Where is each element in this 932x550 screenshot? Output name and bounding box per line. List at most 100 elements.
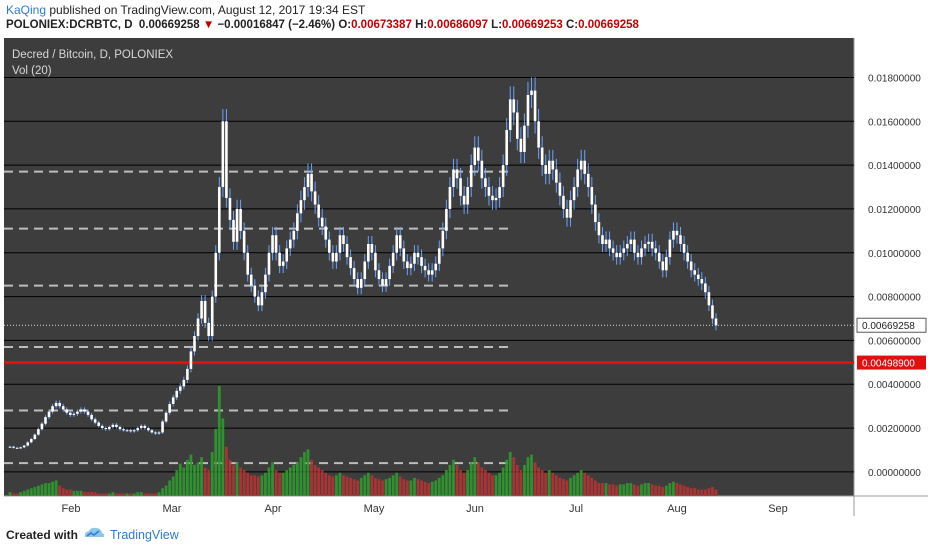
- author-link[interactable]: KaQing: [6, 3, 47, 17]
- volume-bar: [157, 492, 161, 496]
- candle-body: [441, 230, 445, 249]
- candle-body: [608, 239, 611, 249]
- volume-bar: [33, 486, 37, 496]
- volume-bar: [501, 467, 505, 496]
- volume-bar: [246, 472, 250, 496]
- volume-bar: [51, 481, 54, 496]
- volume-bar: [292, 464, 296, 496]
- candle-body: [537, 121, 540, 148]
- candle-body: [381, 279, 384, 286]
- candle-body: [203, 300, 207, 323]
- candle-body: [257, 296, 260, 306]
- volume-bar: [636, 485, 640, 496]
- volume-bars: [8, 386, 718, 496]
- candle-body: [218, 187, 221, 253]
- candle-body: [313, 191, 317, 205]
- candle-body: [675, 230, 679, 236]
- time-axis[interactable]: [4, 496, 928, 516]
- volume-bar: [260, 475, 264, 496]
- x-tick-apr: Apr: [264, 503, 281, 515]
- volume-bar: [487, 472, 491, 496]
- volume-bar: [303, 452, 306, 496]
- candle-body: [512, 99, 516, 113]
- candle-body: [384, 279, 388, 286]
- volume-bar: [107, 493, 111, 496]
- y-tick-0: 0.01800000: [868, 73, 921, 84]
- volume-bar: [441, 475, 445, 496]
- candle-body: [594, 204, 597, 223]
- tradingview-logo-icon[interactable]: [82, 525, 106, 541]
- candle-body: [242, 230, 246, 253]
- volume-bar: [93, 492, 97, 496]
- candle-body: [129, 430, 132, 432]
- candle-body: [626, 243, 629, 249]
- candle-body: [402, 248, 406, 262]
- volume-bar: [498, 472, 501, 496]
- volume-bar: [434, 480, 438, 496]
- close-label: C:: [566, 19, 579, 31]
- candle-body: [629, 239, 633, 244]
- candle-body: [15, 447, 19, 449]
- x-tick-sep: Sep: [768, 503, 788, 515]
- candle-body: [278, 252, 281, 266]
- volume-bar: [306, 449, 310, 496]
- candle-body: [79, 409, 83, 412]
- change-value: −0.00016847 (−2.46%): [217, 19, 336, 31]
- volume-bar: [452, 459, 455, 496]
- candle-body: [264, 274, 267, 293]
- volume-bar: [565, 480, 569, 496]
- volume-bar: [398, 476, 402, 496]
- candle-body: [707, 292, 711, 306]
- candle-body: [551, 160, 555, 170]
- candle-body: [40, 423, 44, 430]
- volume-bar: [405, 480, 409, 496]
- candle-body: [12, 446, 15, 448]
- candle-body: [388, 265, 391, 280]
- volume-bar: [703, 489, 707, 496]
- volume-bar: [274, 470, 278, 496]
- candle-body: [469, 165, 473, 188]
- volume-bar: [544, 472, 548, 496]
- candle-body: [498, 187, 501, 198]
- candle-body: [682, 243, 686, 253]
- volume-bar: [402, 479, 406, 496]
- candle-body: [494, 197, 498, 201]
- candle-body: [473, 147, 477, 166]
- volume-bar: [164, 485, 168, 496]
- candle-body: [459, 178, 462, 196]
- candle-body: [51, 406, 54, 412]
- candle-body: [207, 322, 210, 337]
- publish-line: KaQing published on TradingView.com, Aug…: [6, 3, 365, 17]
- x-tick-labels: Feb Mar Apr May Jun Jul Aug Sep: [62, 503, 788, 515]
- volume-bar: [225, 446, 228, 496]
- candle-body: [37, 429, 40, 435]
- volume-bar: [26, 489, 30, 496]
- candle-body: [533, 90, 537, 122]
- candle-body: [61, 406, 65, 410]
- price-chart[interactable]: 0.01800000 0.01600000 0.01400000 0.01200000…: [4, 38, 928, 516]
- down-arrow-icon: ▼: [202, 19, 215, 31]
- candle-body: [665, 257, 668, 271]
- volume-bar: [679, 484, 682, 496]
- candle-body: [100, 425, 104, 429]
- volume-bar: [675, 483, 679, 496]
- chart-container[interactable]: 0.01800000 0.01600000 0.01400000 0.01200000…: [4, 38, 928, 516]
- volume-bar: [104, 493, 108, 496]
- volume-bar: [19, 492, 23, 496]
- candle-body: [558, 182, 562, 196]
- candle-body: [437, 248, 441, 264]
- volume-bar: [608, 484, 611, 496]
- volume-bar: [146, 493, 150, 496]
- volume-bar: [611, 484, 615, 496]
- volume-bar: [618, 484, 622, 496]
- last-price-tag-label: 0.00669258: [862, 321, 915, 332]
- volume-bar: [377, 479, 381, 496]
- price-axis[interactable]: [854, 38, 928, 496]
- volume-bar: [40, 484, 44, 496]
- tradingview-brand-link[interactable]: TradingView: [110, 528, 179, 542]
- candle-body: [491, 195, 494, 201]
- candle-body: [296, 213, 299, 231]
- volume-bar: [29, 488, 33, 496]
- candle-body: [711, 305, 714, 319]
- volume-bar: [576, 472, 580, 496]
